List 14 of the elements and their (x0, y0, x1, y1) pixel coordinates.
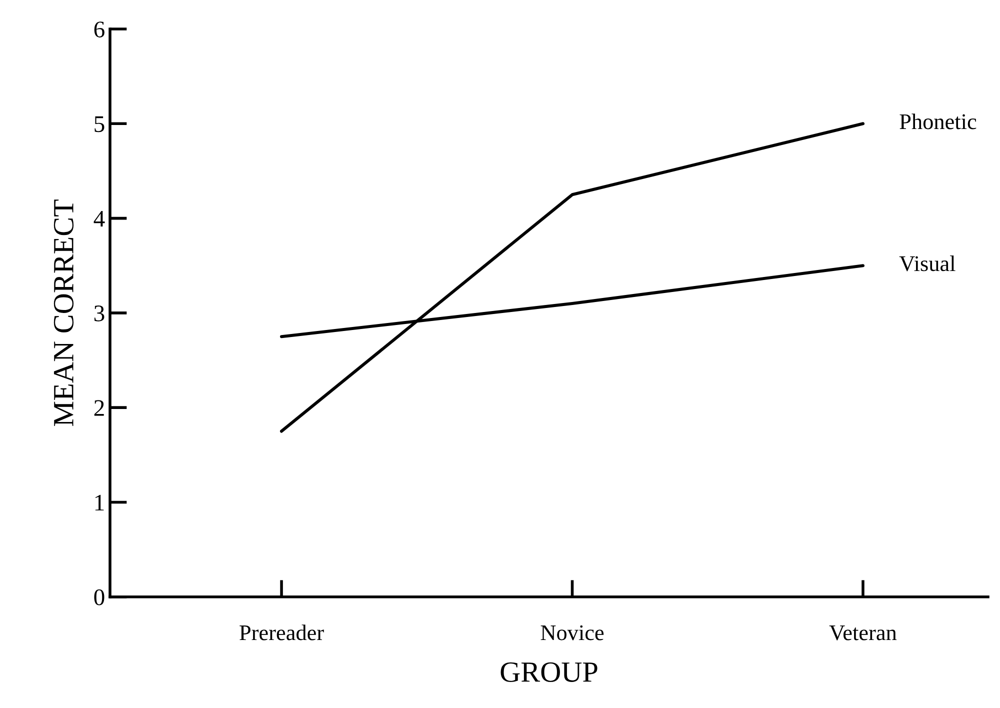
y-tick-label: 5 (94, 116, 104, 132)
x-axis-title: GROUP (500, 662, 598, 682)
y-tick-label: 1 (95, 494, 104, 510)
y-tick-label: 3 (94, 305, 104, 322)
y-tick-label: 6 (94, 22, 104, 38)
y-tick-label: 2 (94, 400, 104, 416)
series-label: Phonetic (900, 114, 976, 130)
x-tick-label: Novice (540, 625, 604, 640)
x-tick-label: Veteran (829, 625, 897, 640)
y-axis-title: MEAN CORRECT (54, 200, 74, 426)
x-tick-label: Prereader (240, 624, 324, 640)
y-tick-label: 4 (94, 210, 105, 226)
series-label: Visual (899, 256, 956, 272)
y-tick-label: 0 (94, 589, 104, 606)
